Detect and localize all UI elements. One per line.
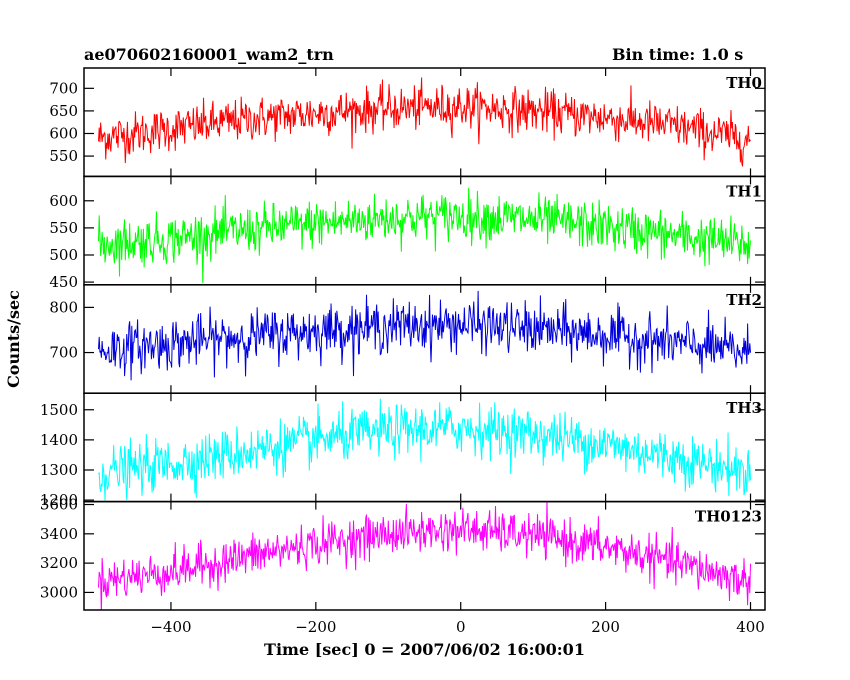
y-tick-label: 3600 <box>40 496 78 514</box>
bin-time-label: Bin time: 1.0 s <box>612 45 744 64</box>
panel-label-th1: TH1 <box>726 182 762 200</box>
series-line-th2 <box>97 290 752 381</box>
y-tick-label: 800 <box>49 298 78 316</box>
x-axis-label: Time [sec] 0 = 2007/06/02 16:00:01 <box>264 640 585 659</box>
y-tick-label: 600 <box>49 124 78 142</box>
panel-label-th2: TH2 <box>726 291 762 309</box>
y-tick-label: 600 <box>49 192 78 210</box>
y-tick-label: 450 <box>49 273 78 291</box>
y-tick-label: 700 <box>49 344 78 362</box>
y-tick-label: 3200 <box>40 554 78 572</box>
y-tick-label: 700 <box>49 79 78 97</box>
y-tick-label: 550 <box>49 219 78 237</box>
x-tick-label: 200 <box>591 618 620 636</box>
y-axis-label: Counts/sec <box>4 290 23 388</box>
panel-label-th0123: TH0123 <box>695 508 762 526</box>
x-tick-label: −200 <box>295 618 336 636</box>
series-line-th1 <box>97 187 752 284</box>
x-tick-label: 400 <box>736 618 765 636</box>
panel-frame-th0123 <box>83 500 766 611</box>
y-tick-label: 500 <box>49 246 78 264</box>
y-tick-label: 550 <box>49 147 78 165</box>
x-tick-label: −400 <box>150 618 191 636</box>
y-tick-label: 1300 <box>40 461 78 479</box>
y-tick-label: 1500 <box>40 401 78 419</box>
y-tick-label: 1200 <box>40 491 78 509</box>
y-tick-label: 650 <box>49 102 78 120</box>
series-line-th3 <box>98 398 752 501</box>
series-line-th0123 <box>97 501 752 611</box>
y-tick-label: 3000 <box>40 583 78 601</box>
panel-label-th3: TH3 <box>726 399 762 417</box>
y-tick-label: 3400 <box>40 525 78 543</box>
series-line-th0 <box>97 77 751 167</box>
panel-label-th0: TH0 <box>726 74 762 92</box>
chart-title: ae070602160001_wam2_trn <box>84 45 334 64</box>
y-tick-label: 1400 <box>40 431 78 449</box>
x-tick-label: 0 <box>456 618 466 636</box>
panel-frame-th3 <box>83 392 766 503</box>
